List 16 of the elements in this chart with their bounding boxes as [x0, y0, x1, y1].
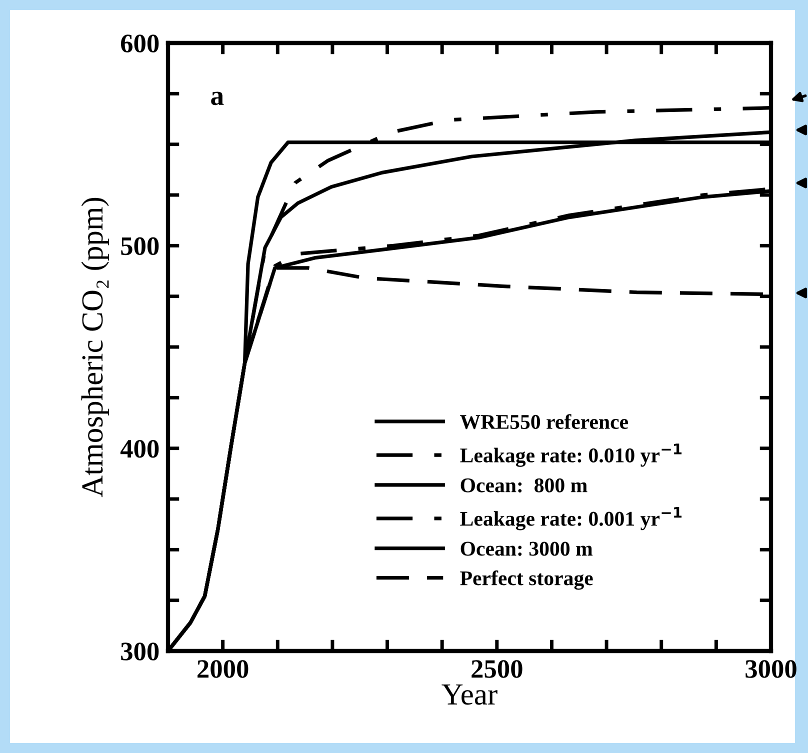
y-tick-label: 400 [120, 440, 159, 458]
legend-label: Leakage rate: 0.010 yr$^{−1}$ [460, 444, 682, 467]
y-tick-label: 300 [121, 642, 159, 660]
legend-label: Leakage rate: 0.001 yr$^{−1}$ [460, 507, 682, 530]
x-tick-label: 3000 [746, 660, 796, 678]
legend-label: Perfect storage [460, 570, 593, 590]
legend-label: WRE550 reference [460, 414, 628, 430]
legend-label: Ocean: 3000 m [460, 542, 593, 556]
x-tick-label: 2500 [472, 660, 522, 678]
y-axis-title: Atmospheric CO₂ (ppm) [81, 198, 109, 498]
x-axis-title: Year [442, 684, 498, 705]
annotation: a [211, 92, 224, 106]
y-tick-label: 500 [121, 237, 159, 256]
y-tick-label: 600 [120, 34, 159, 52]
x-tick-label: 2000 [198, 660, 248, 678]
legend-label: Ocean: 800 m [460, 478, 588, 492]
